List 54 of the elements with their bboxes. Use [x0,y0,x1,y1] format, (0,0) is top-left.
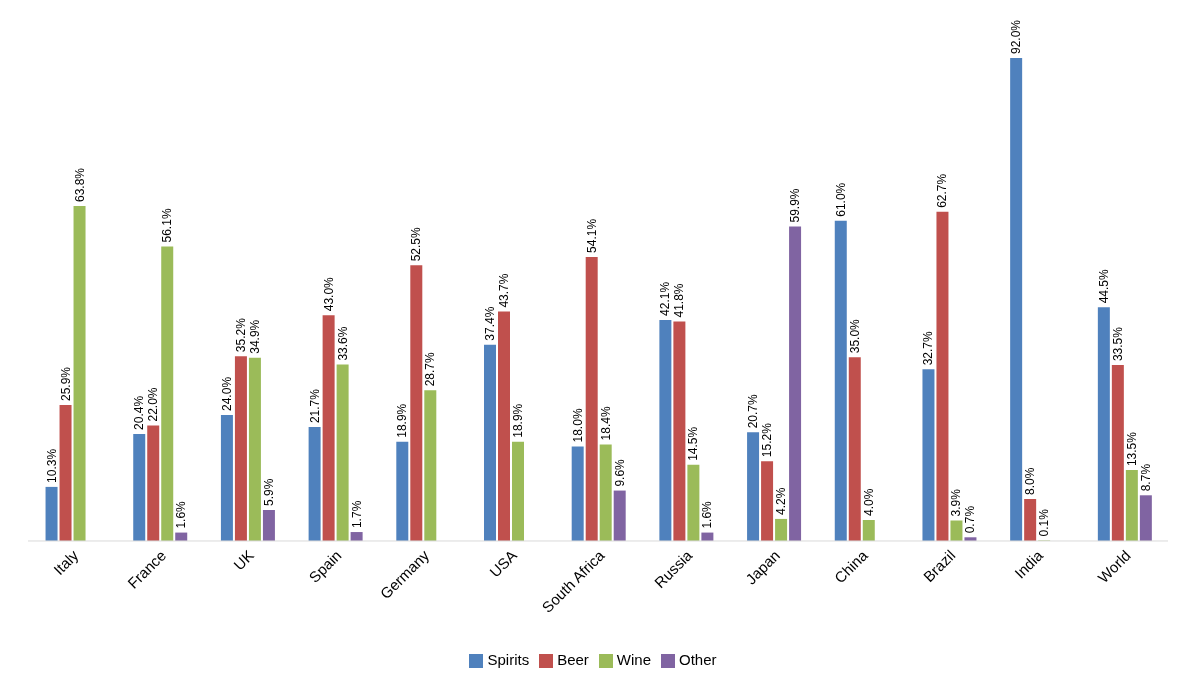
legend-label: Spirits [487,650,530,668]
data-label: 15.2% [760,422,775,458]
data-label: 35.2% [233,317,248,353]
data-label: 18.9% [395,403,410,438]
data-label: 37.4% [483,306,497,341]
data-label: 18.4% [598,406,613,441]
data-label: 4.2% [774,487,789,515]
data-label: 56.1% [160,208,175,243]
data-label: 43.7% [497,273,511,308]
data-label: 33.5% [1110,326,1125,362]
legend-label: Wine [616,650,652,668]
data-label: 28.7% [423,351,438,387]
data-label: 18.9% [511,403,525,438]
data-label: 1.7% [349,500,364,529]
data-label: 35.0% [847,318,862,354]
data-label: 13.5% [1124,431,1139,467]
data-label: 21.7% [307,388,322,424]
data-label: 24.0% [219,376,234,411]
data-label: 34.9% [247,319,262,354]
data-label: 8.7% [1138,463,1153,492]
data-label: 33.6% [335,326,350,361]
legend-label: Beer [557,650,589,668]
data-label: 92.0% [1009,19,1024,54]
x-tick-label: USA [486,546,520,581]
data-label: 0.1% [1037,508,1052,537]
data-label: 59.9% [788,188,803,223]
data-label: 22.0% [146,387,161,422]
data-label: 32.7% [921,330,936,366]
data-label: 44.5% [1096,269,1111,304]
data-label: 18.0% [570,408,585,443]
data-label: 20.4% [132,395,147,430]
data-label: 3.9% [949,488,964,517]
x-tick-label: Italy [50,546,82,579]
data-label: 20.7% [746,393,761,429]
x-tick-label: UK [230,546,257,574]
data-label: 52.5% [409,227,424,262]
data-label: 10.3% [44,448,59,483]
data-label: 54.1% [584,218,599,253]
data-label: 14.5% [686,426,701,461]
data-label: 61.0% [833,182,848,217]
data-label: 1.6% [700,500,715,529]
data-label: 25.9% [58,366,73,401]
legend-label: Other [679,650,717,668]
data-label: 42.1% [658,281,673,316]
data-label: 8.0% [1023,467,1038,495]
data-label: 41.8% [672,283,687,318]
data-label: 1.6% [174,500,189,529]
data-label: 4.0% [861,488,876,516]
data-label: 43.0% [321,276,336,312]
data-label: 9.6% [612,458,627,487]
data-label: 0.7% [963,505,978,534]
data-label: 63.8% [72,167,87,203]
data-label: 5.9% [261,478,276,506]
data-label: 62.7% [935,173,950,208]
